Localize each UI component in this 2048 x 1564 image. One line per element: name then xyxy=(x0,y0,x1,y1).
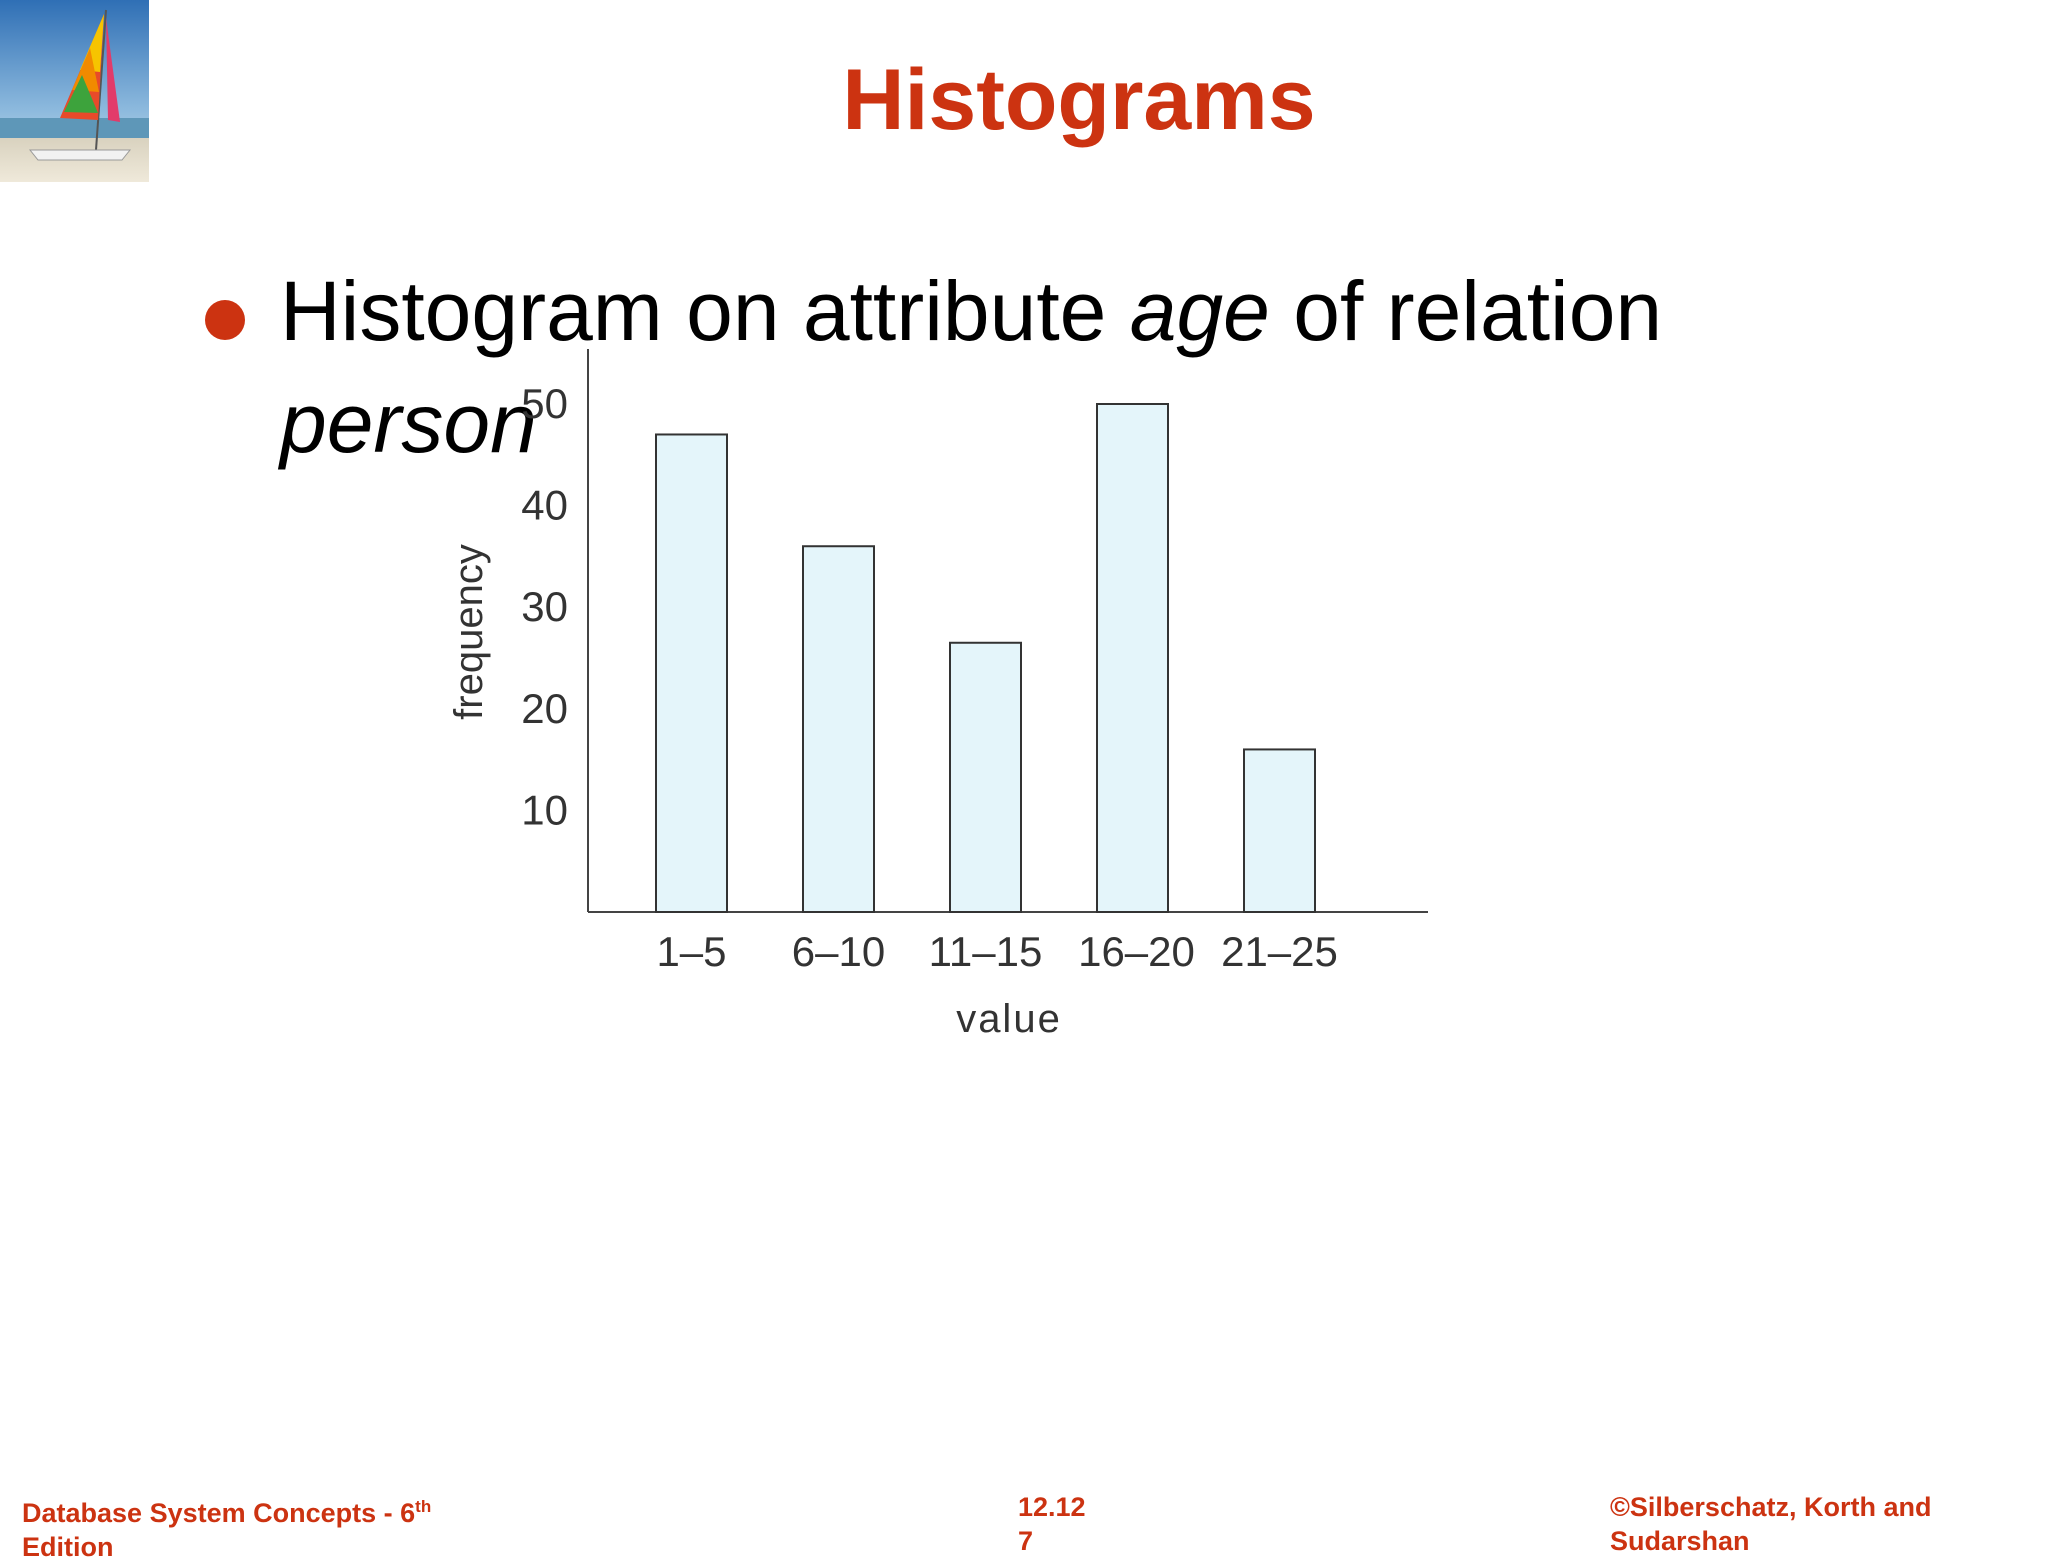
slide-title: Histograms xyxy=(842,52,1316,148)
x-axis-label: value xyxy=(956,997,1062,1041)
footer-page-number-text: 12.12 xyxy=(1018,1492,1086,1522)
bullet-middle: of relation xyxy=(1269,264,1663,358)
histogram-bar xyxy=(1243,748,1316,913)
footer-book-title-cont: Edition xyxy=(22,1532,114,1562)
footer-copyright-cont: Sudarshan xyxy=(1610,1526,1750,1556)
bullet-attribute: age xyxy=(1129,264,1270,358)
histogram-bar xyxy=(1096,403,1169,913)
x-tick-label: 11–15 xyxy=(929,928,1043,975)
y-axis-label: frequency xyxy=(447,544,491,720)
footer-copyright-text: ©Silberschatz, Korth and xyxy=(1610,1492,1932,1522)
sailboat-logo xyxy=(0,0,149,182)
histogram-bar xyxy=(802,545,875,913)
y-tick-label: 30 xyxy=(521,583,568,630)
histogram-bar xyxy=(655,433,728,913)
footer-page-number-cont: 7 xyxy=(1018,1526,1034,1556)
x-tick-label: 16–20 xyxy=(1078,928,1195,975)
x-tick-label: 6–10 xyxy=(792,928,885,975)
bullet-dot-icon xyxy=(205,300,245,340)
footer-book-title-text: Database System Concepts - 6 xyxy=(22,1498,416,1528)
y-tick-label: 40 xyxy=(521,482,568,529)
x-tick-label: 21–25 xyxy=(1221,928,1338,975)
footer-book-title-sup: th xyxy=(415,1497,432,1516)
footer-copyright: ©Silberschatz, Korth and Sudarshan xyxy=(1610,1490,1931,1558)
sailboat-icon xyxy=(0,0,149,182)
y-tick-label: 10 xyxy=(521,786,568,833)
y-tick-label: 20 xyxy=(521,685,568,732)
footer-book-title: Database System Concepts - 6th Edition xyxy=(22,1490,431,1564)
footer-page-number: 12.12 7 xyxy=(1018,1490,1086,1558)
x-tick-label: 1–5 xyxy=(656,928,726,975)
bullet-relation: person xyxy=(280,376,537,470)
bullet-prefix: Histogram on attribute xyxy=(280,264,1130,358)
bullet-text: Histogram on attribute age of relation pe… xyxy=(280,255,1780,479)
histogram-bar xyxy=(949,641,1022,913)
